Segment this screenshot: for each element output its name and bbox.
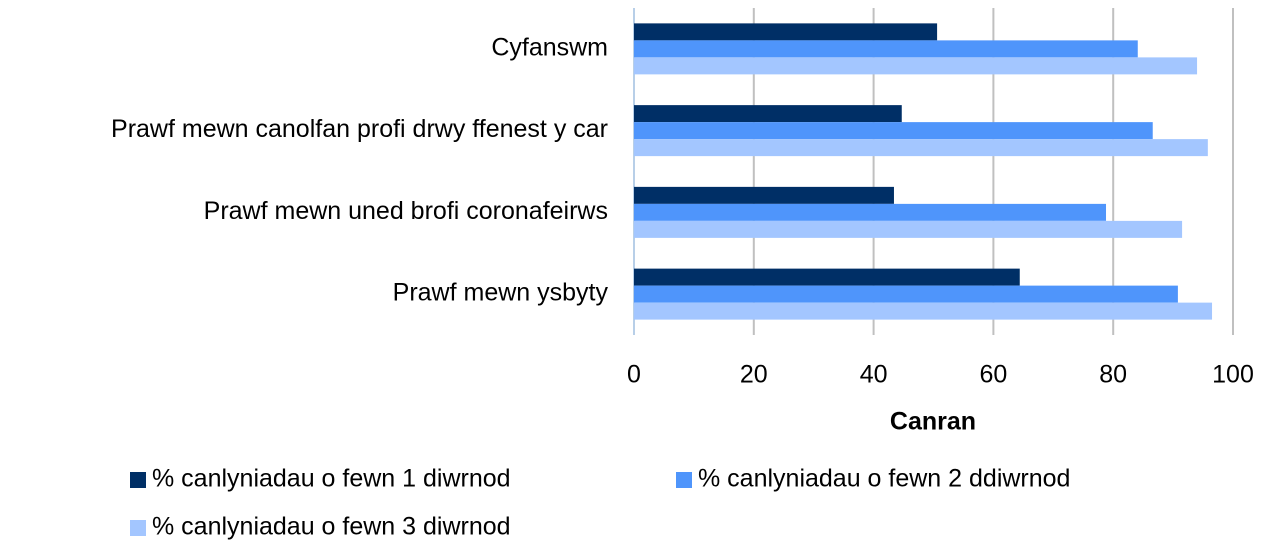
y-tick-label: Prawf mewn canolfan profi drwy ffenest y… (111, 115, 608, 143)
x-tick-label: 0 (627, 361, 641, 389)
legend-swatch (130, 520, 146, 536)
bar (634, 203, 1107, 221)
bar (634, 285, 1178, 303)
bar (634, 268, 1020, 286)
bar (634, 105, 902, 123)
legend-swatch (130, 472, 146, 488)
y-tick-label: Prawf mewn uned brofi coronafeirws (204, 197, 608, 225)
bar (634, 40, 1138, 58)
legend-label: % canlyniadau o fewn 1 diwrnod (152, 465, 511, 493)
bar (634, 139, 1208, 157)
bar (634, 186, 894, 204)
legend-swatch (676, 472, 692, 488)
x-tick-label: 80 (1099, 361, 1127, 389)
bar (634, 302, 1213, 320)
legend-label: % canlyniadau o fewn 3 diwrnod (152, 513, 511, 541)
bar (634, 122, 1153, 140)
y-tick-label: Cyfanswm (491, 33, 608, 61)
x-tick-label: 100 (1212, 361, 1254, 389)
bar (634, 23, 938, 41)
x-tick-label: 40 (860, 361, 888, 389)
x-tick-label: 60 (979, 361, 1007, 389)
legend-label: % canlyniadau o fewn 2 ddiwrnod (698, 465, 1070, 493)
x-axis-title: Canran (890, 408, 976, 436)
bar (634, 220, 1183, 238)
y-tick-label: Prawf mewn ysbyty (393, 279, 609, 307)
bar (634, 57, 1198, 75)
x-tick-label: 20 (740, 361, 768, 389)
